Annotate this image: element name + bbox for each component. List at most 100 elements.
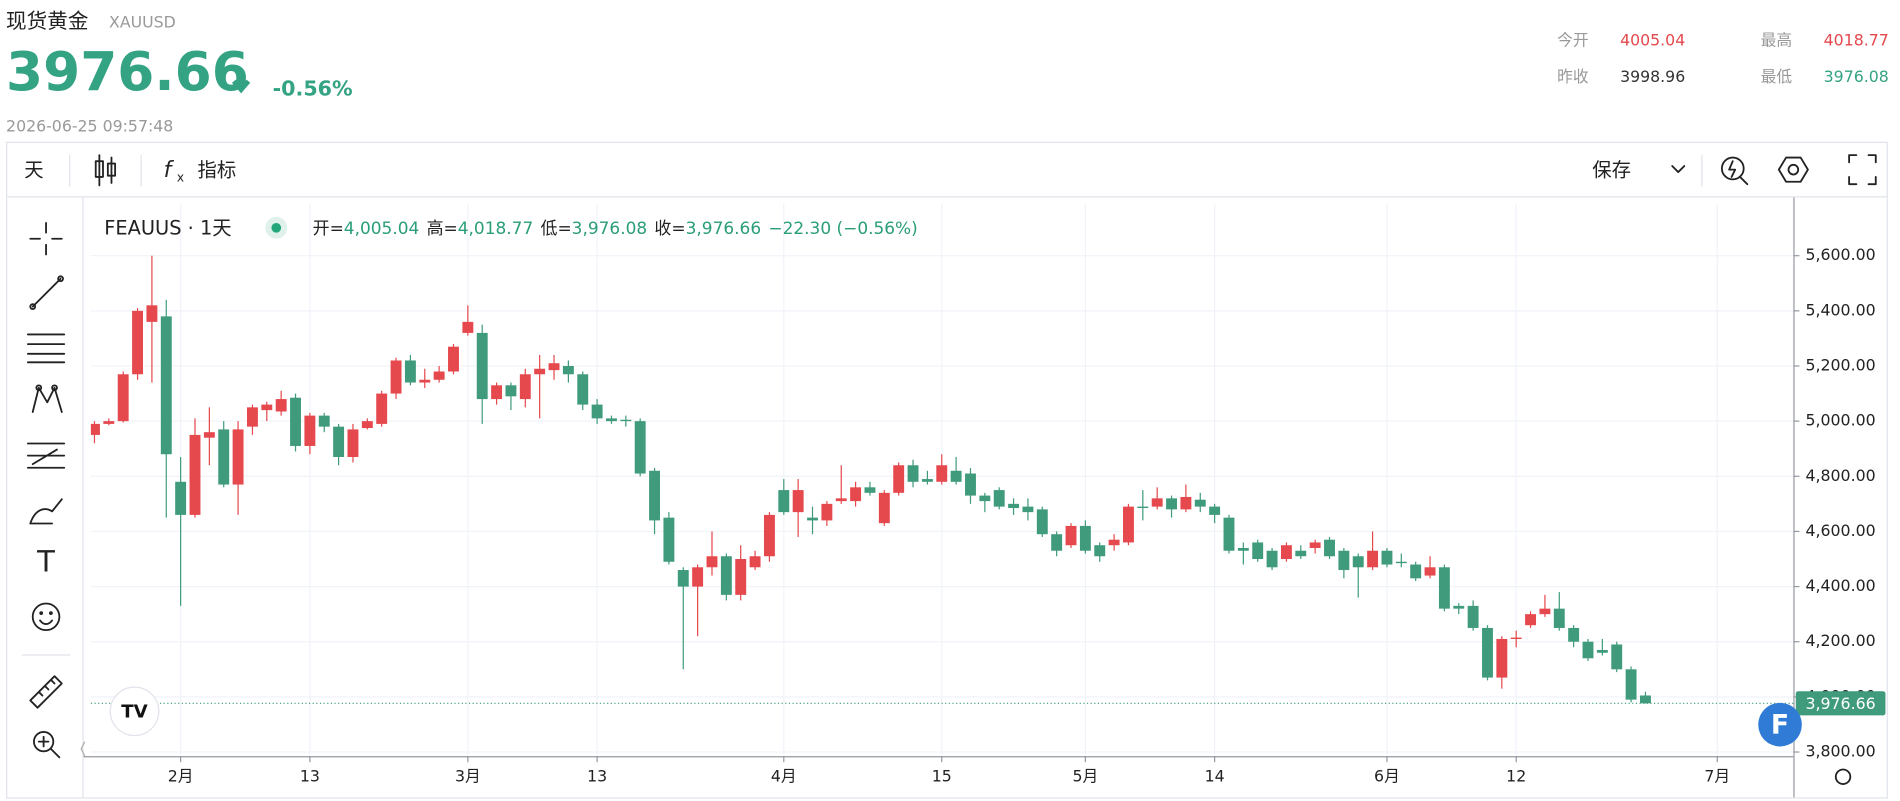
y-tick-label: 4,400.00	[1805, 576, 1875, 595]
candle-body	[878, 492, 890, 524]
candle-body	[1237, 547, 1249, 551]
settings-button[interactable]	[1787, 163, 1800, 176]
fx-icon[interactable]: x	[177, 171, 184, 185]
candle-body	[993, 490, 1005, 507]
candle-body	[749, 556, 761, 568]
x-tick-label: 15	[932, 766, 952, 785]
stat-label: 最高	[1761, 31, 1792, 50]
emoji-tool[interactable]	[31, 602, 61, 632]
candle-body	[117, 374, 129, 422]
change: -0.56%	[273, 77, 353, 101]
tv-logo	[109, 686, 160, 737]
candle-body	[1008, 503, 1020, 508]
fx-icon[interactable]: f	[164, 158, 175, 183]
stat-label: 最低	[1761, 67, 1793, 86]
candle-body	[1453, 605, 1465, 609]
candle-body	[1108, 539, 1120, 546]
candle-body	[376, 393, 388, 424]
y-tick-label: 4,800.00	[1805, 466, 1875, 485]
projection-tool[interactable]	[26, 442, 66, 469]
timestamp: 2026-06-25 09:57:48	[6, 117, 173, 136]
f-logo: F	[1771, 709, 1789, 740]
candle-body	[835, 498, 847, 502]
y-tick-label: 5,200.00	[1805, 355, 1875, 374]
legend-value: −22.30 (−0.56%)	[768, 218, 917, 238]
candle-body	[304, 415, 316, 446]
ruler-tool[interactable]	[29, 675, 63, 709]
candle-body	[606, 418, 617, 422]
stat-value: 4018.77	[1824, 31, 1889, 50]
candle-body	[720, 556, 732, 595]
candle-body	[936, 465, 948, 482]
legend-value: 3,976.08	[572, 218, 647, 238]
candle-body	[663, 517, 675, 562]
x-tick-label: 4月	[771, 766, 797, 785]
last-price-label: 3,976.66	[1805, 694, 1875, 713]
candle-body	[132, 310, 144, 375]
settings-button[interactable]	[1777, 156, 1809, 183]
candle-body	[218, 429, 230, 485]
candle-body	[577, 374, 589, 405]
collapse-toolbar[interactable]	[80, 741, 86, 757]
candle-body	[950, 470, 962, 482]
candle-body	[476, 332, 488, 400]
y-tick-label: 4,600.00	[1805, 521, 1875, 540]
candle-body	[1151, 498, 1163, 507]
instrument-name: 现货黄金	[6, 9, 89, 33]
candle-body	[1424, 567, 1436, 576]
candle-body	[1137, 506, 1149, 508]
candle-body	[1280, 545, 1292, 560]
axis-settings[interactable]	[1834, 768, 1852, 785]
indicators-button[interactable]: 指标	[198, 158, 237, 181]
candle-body	[649, 470, 660, 521]
fullscreen-button[interactable]	[1848, 154, 1877, 186]
candle-body	[448, 346, 459, 372]
candle-body	[850, 487, 862, 502]
candle-body	[1180, 496, 1192, 510]
candle-body	[1467, 605, 1479, 628]
x-tick-label: 3月	[455, 766, 481, 785]
candle-body	[548, 363, 560, 371]
candle-body	[1611, 644, 1623, 670]
chart-type-button[interactable]	[94, 154, 117, 187]
x-tick-label: 7月	[1704, 766, 1730, 785]
candle-body	[290, 397, 301, 446]
candle-body	[160, 316, 172, 455]
candle-body	[562, 365, 574, 375]
candle-body	[1036, 509, 1048, 535]
candles	[90, 255, 1651, 704]
candle-body	[1539, 608, 1551, 615]
candle-body	[1309, 542, 1321, 548]
crosshair-tool[interactable]	[29, 222, 63, 256]
pattern-tool[interactable]	[31, 384, 63, 413]
x-tick-label: 6月	[1374, 766, 1400, 785]
text-tool[interactable]: T	[36, 544, 55, 578]
candle-body	[1022, 506, 1034, 513]
fib-tool[interactable]	[26, 333, 66, 364]
candle-body	[1410, 564, 1422, 579]
save-button[interactable]: 保存	[1592, 158, 1631, 181]
zoom-tool[interactable]	[33, 731, 61, 759]
x-tick-label: 2月	[168, 766, 194, 785]
candle-body	[692, 567, 704, 587]
candle-body	[965, 473, 976, 496]
candle-body	[1166, 498, 1177, 510]
alert-button[interactable]	[1720, 156, 1749, 186]
candle-body	[462, 321, 474, 333]
candle-body	[505, 385, 517, 397]
interval-button[interactable]: 天	[24, 158, 43, 181]
candle-body	[1395, 561, 1407, 564]
candle-body	[1324, 539, 1335, 557]
candle-body	[778, 490, 790, 513]
brush-tool[interactable]	[29, 498, 63, 525]
grid	[90, 203, 1794, 757]
x-tick-label: 5月	[1072, 766, 1098, 785]
save-dropdown[interactable]	[1671, 165, 1686, 173]
price: 3976.66	[6, 41, 249, 103]
candle-body	[1123, 506, 1134, 543]
candle-body	[1338, 550, 1350, 571]
trendline-tool[interactable]	[29, 275, 64, 310]
candle-body	[1438, 567, 1450, 609]
ohlc-legend: 开=4,005.04 高=4,018.77 低=3,976.08 收=3,976.66…	[313, 218, 918, 238]
